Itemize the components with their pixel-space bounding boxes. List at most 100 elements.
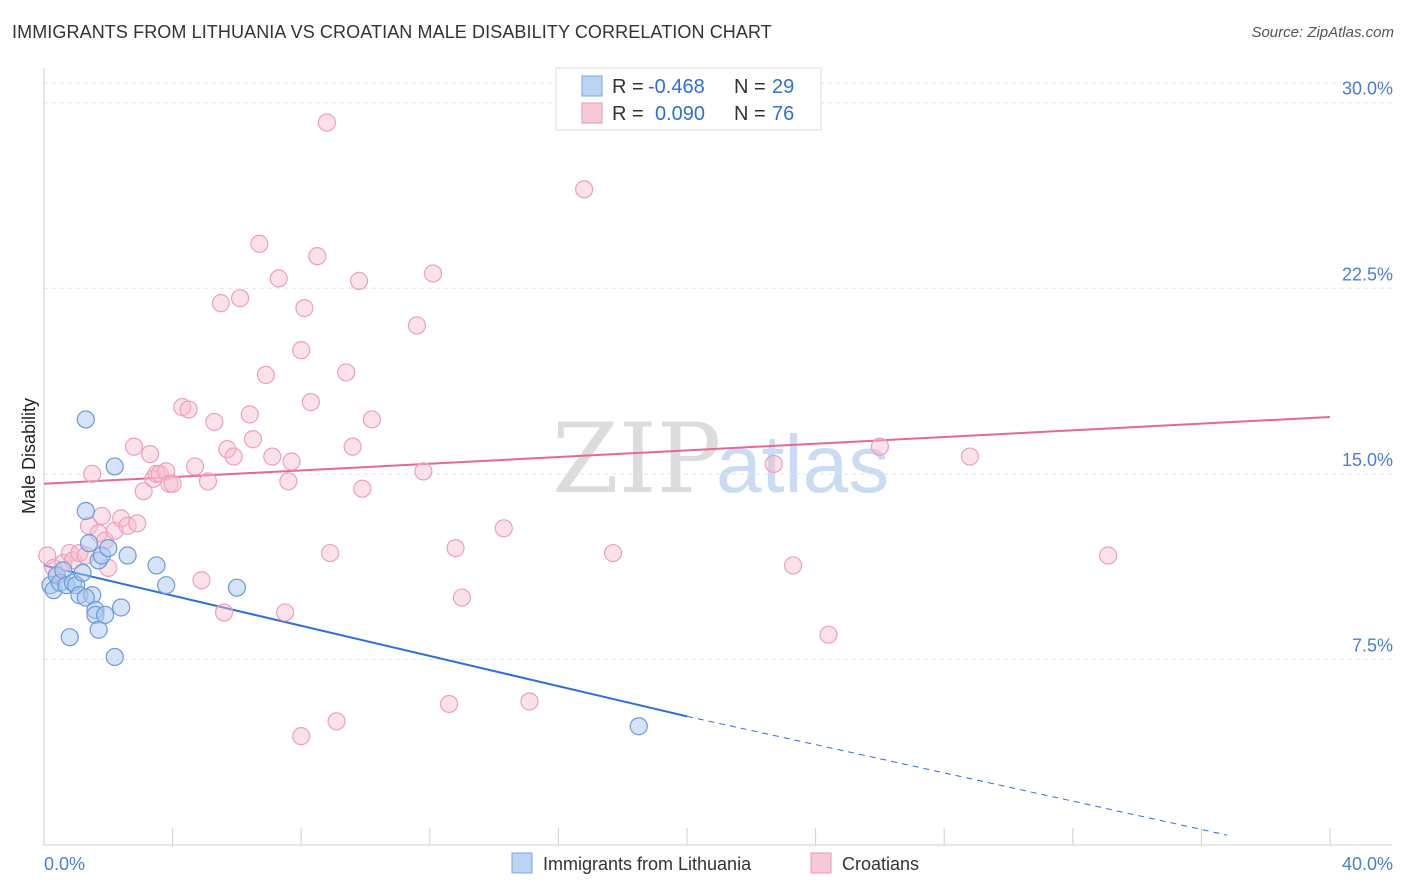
data-point-croatians (128, 514, 147, 533)
data-point-croatians (292, 341, 311, 360)
data-point-lithuania (629, 717, 648, 736)
stats-legend-swatch-pink (581, 102, 603, 124)
data-point-croatians (92, 506, 111, 526)
x-ticks (43, 828, 1331, 845)
data-point-croatians (362, 410, 382, 429)
stats-legend-r-label-2: R = (612, 103, 644, 125)
chart-source: Source: ZipAtlas.com (1251, 24, 1394, 41)
data-point-croatians (276, 603, 295, 622)
data-point-croatians (414, 462, 433, 481)
chart-title: IMMIGRANTS FROM LITHUANIA VS CROATIAN MA… (12, 22, 772, 42)
trend-lines (43, 415, 1331, 836)
data-point-lithuania (95, 605, 115, 625)
data-point-croatians (783, 556, 803, 575)
stats-legend-swatch-blue (581, 75, 603, 97)
data-point-lithuania (76, 588, 95, 607)
y-tick-labels: 7.5% 15.0% 22.5% 30.0% (1342, 79, 1393, 656)
data-point-croatians (211, 294, 230, 313)
data-point-croatians (250, 234, 269, 253)
trend-line-croatians (43, 415, 1331, 485)
data-point-croatians (452, 588, 472, 607)
data-point-croatians (269, 269, 288, 288)
stats-legend-r-label-1: R = (612, 76, 644, 98)
data-point-croatians (218, 440, 237, 459)
stats-legend-n-value-1: 29 (772, 76, 794, 98)
data-point-croatians (353, 479, 372, 498)
data-point-croatians (764, 454, 783, 474)
series-legend-swatch-lithuania (511, 852, 533, 874)
data-point-croatians (439, 694, 459, 714)
data-point-croatians (327, 712, 346, 731)
data-point-croatians (134, 482, 153, 501)
data-point-croatians (349, 271, 369, 290)
stats-legend-n-label-1: N = (734, 76, 766, 98)
data-point-croatians (292, 727, 311, 746)
data-point-lithuania (112, 598, 131, 617)
data-point-croatians (494, 519, 513, 538)
series-legend: Immigrants from Lithuania Croatians (511, 852, 919, 874)
y-tick-label: 7.5% (1352, 635, 1393, 655)
data-point-croatians (198, 472, 218, 491)
data-point-croatians (520, 692, 539, 711)
data-point-croatians (446, 538, 465, 558)
data-point-croatians (295, 299, 314, 318)
data-point-croatians (83, 464, 102, 483)
data-point-lithuania (157, 576, 176, 595)
data-point-croatians (224, 447, 243, 466)
data-point-lithuania (147, 556, 166, 575)
data-point-lithuania (105, 647, 124, 667)
data-point-lithuania (73, 563, 92, 582)
stats-legend-r-value-1: -0.468 (648, 76, 705, 98)
data-point-croatians (317, 113, 337, 132)
x-tick-label-min: 0.0% (44, 854, 85, 874)
watermark-zip: ZIP (552, 403, 721, 515)
data-point-croatians (960, 447, 980, 466)
data-point-croatians (263, 447, 282, 466)
data-point-croatians (819, 625, 838, 644)
grid-lines (44, 82, 1392, 660)
stats-legend: R = -0.468 N = 29 R = 0.090 N = 76 (555, 67, 822, 131)
x-tick-label-max: 40.0% (1342, 854, 1393, 874)
data-point-croatians (243, 430, 263, 449)
data-point-lithuania (118, 546, 137, 565)
data-point-lithuania (76, 501, 95, 521)
data-point-lithuania (76, 410, 95, 429)
data-point-croatians (231, 289, 250, 308)
y-tick-label: 15.0% (1342, 450, 1393, 470)
data-point-croatians (321, 543, 340, 563)
data-point-croatians (301, 393, 320, 412)
series-lithuania-points (41, 410, 648, 736)
data-point-croatians (423, 264, 443, 283)
trend-line-lithuania (43, 564, 688, 718)
stats-legend-n-label-2: N = (734, 103, 766, 125)
data-point-croatians (1099, 546, 1118, 565)
data-point-croatians (407, 316, 427, 335)
data-point-lithuania (99, 538, 118, 558)
data-point-croatians (205, 412, 224, 432)
data-point-croatians (279, 472, 298, 491)
y-axis-label: Male Disability (19, 398, 39, 514)
data-point-croatians (870, 437, 890, 456)
watermark-atlas: atlas (716, 419, 889, 510)
data-point-croatians (337, 363, 356, 382)
series-legend-label-lithuania: Immigrants from Lithuania (543, 854, 752, 874)
data-point-lithuania (227, 578, 246, 597)
data-point-croatians (124, 437, 144, 456)
y-tick-label: 30.0% (1342, 79, 1393, 99)
data-point-croatians (282, 452, 301, 471)
data-point-croatians (186, 457, 205, 476)
data-point-lithuania (60, 628, 79, 647)
data-point-croatians (308, 247, 327, 266)
data-point-lithuania (105, 457, 124, 476)
data-point-croatians (163, 474, 182, 493)
data-point-croatians (575, 180, 594, 199)
data-point-croatians (192, 571, 211, 590)
trend-line-lithuania-extrapolated (686, 715, 1228, 836)
stats-legend-n-value-2: 76 (772, 103, 794, 125)
data-point-croatians (179, 400, 198, 419)
data-point-croatians (240, 405, 259, 424)
axes (43, 68, 1392, 846)
data-point-croatians (140, 444, 160, 464)
data-point-lithuania (79, 534, 99, 553)
